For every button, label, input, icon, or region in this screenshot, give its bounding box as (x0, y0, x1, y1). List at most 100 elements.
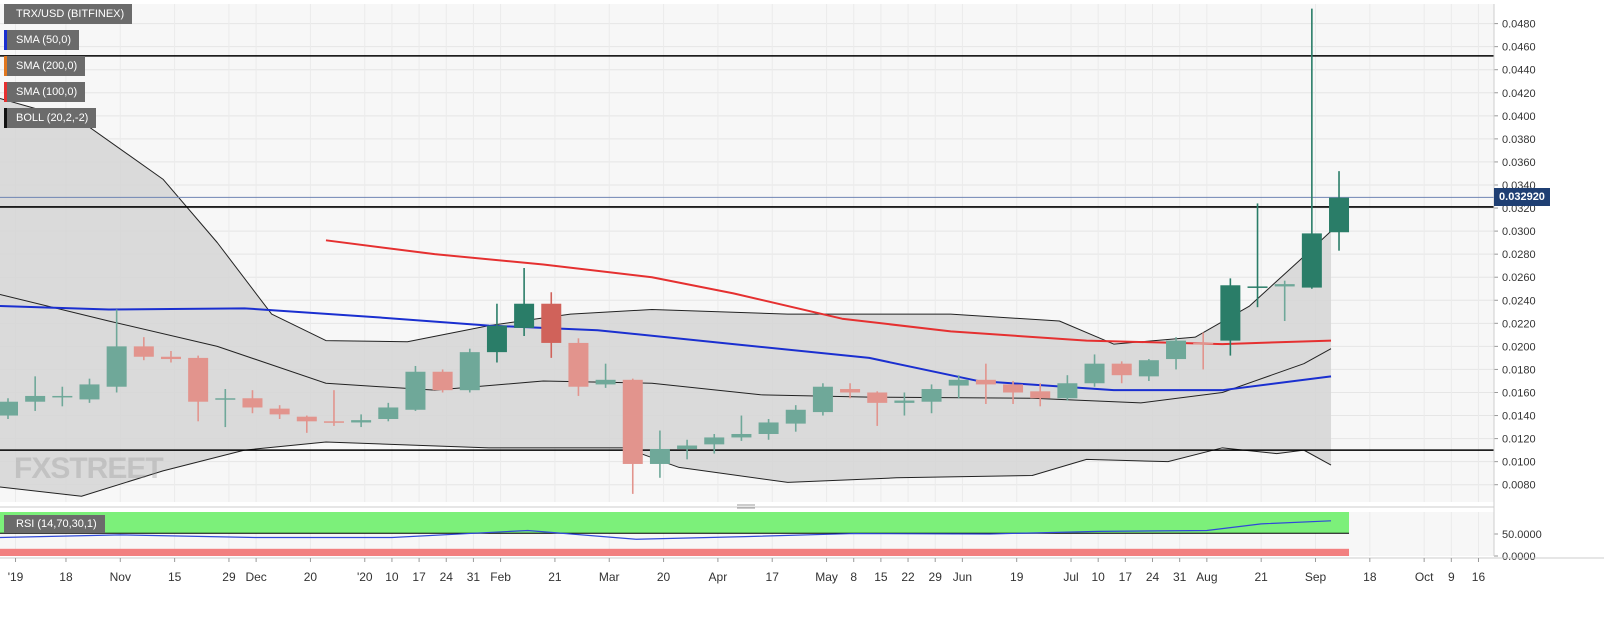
legend-color-swatch (4, 30, 7, 50)
legend-label: TRX/USD (BITFINEX) (16, 8, 125, 20)
legend-label: SMA (100,0) (16, 86, 78, 98)
rsi-overbought-zone (0, 512, 1350, 534)
candle-body (785, 409, 806, 424)
x-tick-label: May (815, 570, 838, 584)
candle-body (1003, 384, 1024, 393)
candle-body (459, 352, 480, 391)
y-tick-label: 0.0100 (1502, 457, 1536, 469)
candle-body (758, 422, 779, 434)
symbol-legend[interactable]: TRX/USD (BITFINEX) (4, 4, 133, 24)
candle-body (25, 395, 46, 402)
candle-body (1220, 285, 1241, 341)
x-tick-label: 29 (222, 570, 236, 584)
candle-body (1138, 360, 1159, 377)
x-tick-label: 22 (901, 570, 915, 584)
y-tick-label: 0.0120 (1502, 434, 1536, 446)
x-tick-label: Jul (1063, 570, 1078, 584)
candle-body (894, 400, 915, 403)
candle-body (812, 386, 833, 413)
candle-body (432, 371, 453, 391)
y-tick-label: 0.0320 (1502, 203, 1536, 215)
candle-body (1274, 284, 1295, 287)
candle-body (595, 379, 616, 385)
rsi-legend: RSI (14,70,30,1) (4, 515, 105, 533)
x-tick-label: Jun (953, 570, 972, 584)
candle-body (948, 379, 969, 386)
candle-body (160, 356, 181, 360)
candle-body (1057, 383, 1078, 399)
legend-color-swatch (4, 4, 7, 24)
candle-body (323, 421, 344, 423)
x-tick-label: 10 (1092, 570, 1106, 584)
x-tick-label: Aug (1196, 570, 1217, 584)
indicator-legend[interactable]: BOLL (20,2,-2) (4, 108, 97, 128)
candle-body (921, 389, 942, 402)
candle-body (704, 437, 725, 445)
x-tick-label: Oct (1415, 570, 1434, 584)
bollinger-upper-line (0, 98, 1332, 345)
legend-color-swatch (4, 56, 7, 76)
candle-body (514, 303, 535, 328)
x-tick-label: 31 (467, 570, 481, 584)
y-tick-label: 0.0160 (1502, 387, 1536, 399)
indicator-legend[interactable]: SMA (200,0) (4, 56, 86, 76)
candle-body (296, 416, 317, 422)
candle-body (1301, 233, 1322, 288)
candle-body (1193, 342, 1214, 345)
x-tick-label: 17 (1119, 570, 1133, 584)
indicator-legend[interactable]: SMA (100,0) (4, 82, 86, 102)
candle-body (351, 420, 372, 423)
candle-body (133, 346, 154, 357)
x-tick-label: 24 (1146, 570, 1160, 584)
x-tick-label: 17 (412, 570, 426, 584)
candle-body (188, 357, 209, 402)
candle-body (840, 389, 861, 393)
y-tick-label: 0.0240 (1502, 295, 1536, 307)
candle-body (622, 379, 643, 464)
x-tick-label: 19 (1010, 570, 1024, 584)
x-tick-label: Mar (599, 570, 620, 584)
x-tick-label: 17 (766, 570, 780, 584)
candle-body (1111, 363, 1132, 376)
y-tick-label: 0.0460 (1502, 42, 1536, 54)
candle-body (106, 346, 127, 387)
x-tick-label: Apr (709, 570, 728, 584)
candle-body (79, 384, 100, 400)
legend-label: SMA (200,0) (16, 60, 78, 72)
y-tick-label: 0.0260 (1502, 272, 1536, 284)
y-tick-label: 0.0380 (1502, 134, 1536, 146)
x-tick-label: 16 (1472, 570, 1486, 584)
x-tick-label: 29 (929, 570, 943, 584)
sma-100-line (325, 239, 1332, 346)
candle-body (568, 342, 589, 387)
candle-body (269, 408, 290, 415)
candle-body (1030, 391, 1051, 399)
x-tick-label: Dec (245, 570, 266, 584)
candle-body (52, 395, 73, 398)
x-tick-label: 24 (440, 570, 454, 584)
candle-body (242, 398, 263, 408)
candle-body (1329, 197, 1350, 233)
candle-body (731, 433, 752, 438)
indicator-legend[interactable]: SMA (50,0) (4, 30, 80, 50)
x-tick-label: 8 (850, 570, 857, 584)
x-tick-label: Feb (490, 570, 511, 584)
bollinger-middle-line (0, 294, 1332, 404)
x-tick-label: 9 (1448, 570, 1455, 584)
y-tick-label: 0.0200 (1502, 341, 1536, 353)
x-tick-label: '19 (8, 570, 24, 584)
candle-body (541, 303, 562, 343)
legend-color-swatch (4, 108, 7, 128)
x-tick-label: 20 (304, 570, 318, 584)
y-tick-label: 0.0360 (1502, 157, 1536, 169)
rsi-y-tick-label: 50.0000 (1502, 529, 1542, 541)
rsi-y-tick-label: 0.0000 (1502, 551, 1536, 563)
x-tick-label: 21 (548, 570, 562, 584)
x-tick-label: 20 (657, 570, 671, 584)
rsi-line (0, 520, 1332, 540)
candle-body (215, 398, 236, 400)
candle-body (975, 379, 996, 385)
x-tick-label: 31 (1173, 570, 1187, 584)
candle-body (1166, 340, 1187, 360)
